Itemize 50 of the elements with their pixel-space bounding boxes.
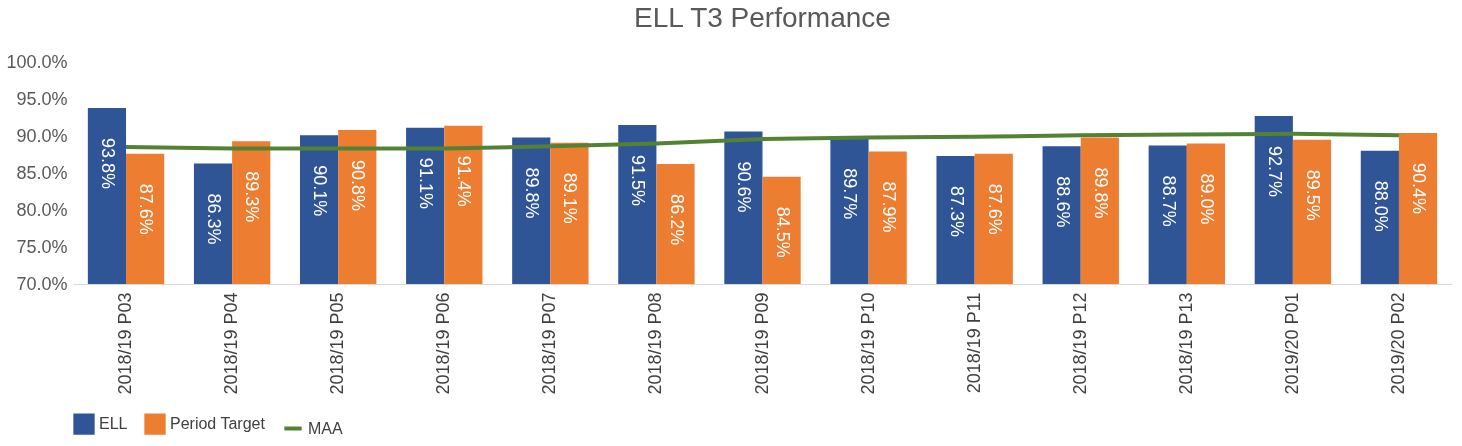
x-tick-label: 2019/20 P02 (1387, 292, 1408, 395)
x-tick-label: 2018/19 P06 (433, 292, 454, 395)
legend-label: MAA (308, 419, 343, 437)
data-label: 90.1% (310, 165, 331, 217)
data-label: 86.2% (666, 194, 687, 246)
y-tick-label: 90.0% (16, 125, 68, 146)
x-tick-label: 2018/19 P13 (1175, 292, 1196, 395)
data-label: 87.3% (946, 185, 967, 238)
x-tick-label: 2018/19 P11 (963, 292, 984, 394)
data-label: 86.3% (204, 193, 225, 245)
data-label: 89.1% (560, 172, 581, 224)
x-tick-label: 2018/19 P05 (327, 292, 348, 395)
x-tick-label: 2018/19 P07 (539, 292, 560, 395)
y-tick-label: 75.0% (16, 236, 68, 257)
y-tick-label: 85.0% (16, 162, 68, 183)
data-label: 90.8% (348, 160, 369, 212)
x-tick-label: 2018/19 P03 (115, 292, 136, 395)
x-tick-label: 2019/20 P01 (1281, 292, 1302, 395)
data-label: 88.6% (1052, 176, 1073, 228)
x-tick-label: 2018/19 P12 (1069, 292, 1090, 395)
data-label: 91.1% (416, 157, 437, 209)
data-label: 89.0% (1196, 173, 1217, 225)
data-label: 87.6% (984, 183, 1005, 235)
data-label: 89.8% (1090, 167, 1111, 219)
data-label: 88.7% (1158, 175, 1179, 227)
data-label: 91.4% (454, 155, 475, 207)
data-label: 84.5% (772, 206, 793, 258)
y-tick-label: 100.0% (6, 51, 68, 72)
data-label: 91.5% (628, 154, 649, 206)
x-tick-label: 2018/19 P04 (221, 292, 242, 395)
y-tick-label: 95.0% (16, 88, 68, 109)
data-label: 90.6% (734, 161, 755, 213)
data-label: 89.3% (242, 171, 263, 223)
y-tick-label: 80.0% (16, 199, 68, 220)
chart-title: ELL T3 Performance (634, 2, 891, 33)
data-label: 89.8% (522, 167, 543, 219)
data-label: 89.5% (1302, 169, 1323, 221)
legend-label: ELL (99, 415, 128, 433)
data-label: 87.6% (136, 183, 157, 235)
data-label: 90.4% (1409, 163, 1430, 215)
data-label: 88.0% (1370, 180, 1391, 232)
data-label: 92.7% (1264, 146, 1285, 198)
legend-label: Period Target (170, 415, 266, 433)
y-tick-label: 70.0% (16, 273, 68, 294)
x-tick-label: 2018/19 P09 (751, 292, 772, 395)
x-tick-label: 2018/19 P10 (857, 292, 878, 395)
data-label: 93.8% (97, 137, 118, 189)
data-label: 87.9% (878, 181, 899, 233)
data-label: 89.7% (840, 168, 861, 220)
x-tick-label: 2018/19 P08 (645, 292, 666, 395)
